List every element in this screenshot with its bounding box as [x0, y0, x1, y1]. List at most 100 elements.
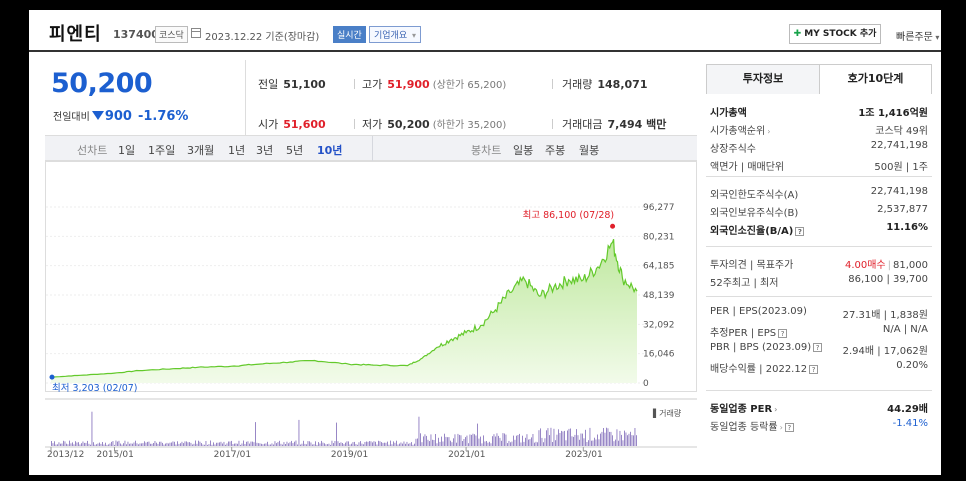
volume-bar: [484, 441, 486, 446]
volume-bar: [261, 443, 262, 446]
volume-bar: [580, 433, 582, 446]
volume-bar: [562, 431, 564, 446]
y-tick-label: 96,277: [643, 203, 675, 213]
volume-bar: [177, 441, 178, 446]
volume-bar: [291, 440, 292, 446]
stock-name: 피엔티: [49, 24, 102, 45]
volume-bar: [90, 444, 91, 446]
volume-bar: [463, 439, 465, 446]
volume-bar: [636, 435, 637, 446]
company-info-button[interactable]: 기업개요 ▾: [369, 26, 422, 43]
info-row: 배당수익률 | 2022.12? 0.20%: [706, 358, 932, 376]
period-1y[interactable]: 1년: [228, 144, 246, 157]
volume-bar: [474, 434, 475, 446]
tab-investment-info[interactable]: 투자정보: [707, 65, 819, 94]
volume-bar: [109, 443, 111, 446]
info-value: 22,741,198: [870, 140, 928, 151]
info-label[interactable]: 동일업종 등락률 ›?: [710, 418, 794, 433]
volume-bar: [225, 444, 226, 446]
volume-bar: [283, 442, 285, 446]
change-amount: 900: [104, 109, 132, 124]
volume-bar: [183, 443, 184, 446]
volume-bar: [70, 443, 72, 446]
period-1w[interactable]: 1주일: [148, 144, 176, 157]
volume-bar: [346, 441, 348, 446]
candle-daily[interactable]: 일봉: [513, 144, 534, 157]
volume-bar: [243, 440, 244, 446]
volume-bar: [223, 441, 225, 446]
quick-order-menu[interactable]: 빠른주문: [896, 28, 939, 43]
info-label[interactable]: 동일업종 PER ›: [710, 400, 777, 415]
volume-bar: [468, 443, 469, 446]
help-icon[interactable]: ?: [778, 329, 788, 338]
volume-bar: [615, 439, 616, 446]
volume-bar: [130, 443, 132, 446]
candle-weekly[interactable]: 주봉: [545, 144, 566, 157]
volume-bar: [499, 437, 501, 446]
help-icon[interactable]: ?: [784, 423, 794, 432]
min-marker: [49, 374, 55, 380]
volume-bar: [415, 438, 417, 446]
help-icon[interactable]: ?: [795, 227, 805, 236]
period-bar: 선차트 1일 1주일 3개월 1년 3년 5년 10년 봉차트 일봉 주봉 월봉: [45, 135, 697, 161]
info-label[interactable]: 시가총액순위 ›: [710, 122, 770, 137]
volume-bar: [367, 441, 369, 446]
volume-bar: [609, 431, 610, 446]
volume-bar: [354, 441, 355, 446]
period-10y[interactable]: 10년: [317, 144, 343, 157]
period-3y[interactable]: 3년: [256, 144, 274, 157]
info-label-text: 투자의견 | 목표주가: [710, 260, 794, 271]
volume-bar: [441, 436, 442, 446]
volume-bar: [294, 441, 295, 446]
high-value: 51,900: [387, 78, 430, 91]
add-mystock-button[interactable]: ✚ MY STOCK 추가: [789, 24, 881, 44]
volume-bar: [582, 433, 583, 446]
volume-bar: [405, 443, 406, 446]
x-tick-label: 2017/01: [214, 450, 251, 460]
open-label: 시가: [258, 118, 279, 131]
info-label-text: 상장주식수: [710, 144, 756, 155]
volume-bar: [388, 444, 390, 446]
period-3m[interactable]: 3개월: [187, 144, 215, 157]
info-label-text: PBR | BPS (2023.09): [710, 342, 812, 353]
volume-bar: [184, 441, 186, 446]
volume-bar: [568, 428, 570, 446]
volume-bar: [349, 444, 351, 446]
volume-bar: [310, 442, 312, 446]
volume-bar: [91, 411, 93, 446]
period-1d[interactable]: 1일: [118, 144, 136, 157]
volume-bar: [327, 444, 328, 446]
info-row: 52주최고 | 최저 86,100 | 39,700: [706, 272, 932, 290]
tab-orderbook[interactable]: 호가10단계: [819, 65, 931, 94]
volume-bar: [87, 440, 88, 446]
help-icon[interactable]: ?: [813, 343, 823, 352]
volume-bar: [304, 443, 306, 446]
volume-bar: [622, 440, 624, 446]
period-5y[interactable]: 5년: [286, 144, 304, 157]
volume-bar: [196, 443, 198, 446]
volume-bar: [618, 440, 619, 446]
volume-bar: [525, 437, 526, 446]
volume-bar: [513, 435, 514, 446]
volume-bar: [211, 444, 213, 446]
volume-bar: [135, 440, 136, 446]
volume-bar: [412, 444, 414, 446]
volume-bar: [102, 442, 103, 446]
volume-bar: [504, 433, 505, 446]
volume-bar: [400, 442, 402, 446]
volume-bar: [217, 442, 219, 446]
candle-monthly[interactable]: 월봉: [579, 144, 600, 157]
info-label-text: PER | EPS(2023.09): [710, 306, 807, 317]
help-icon[interactable]: ?: [809, 365, 819, 374]
volume-bar: [108, 444, 109, 446]
amount-label: 거래대금: [562, 118, 603, 131]
price-chart[interactable]: 96,277 80,231 64,185 48,139 32,092 16,046 0 최고 …: [45, 161, 697, 471]
info-value: -1.41%: [892, 418, 928, 429]
info-tabs: 투자정보 호가10단계: [706, 64, 932, 94]
volume-value: 148,071: [597, 78, 648, 91]
realtime-badge[interactable]: 실시간: [333, 26, 366, 43]
volume-label: 거래량: [562, 78, 593, 91]
company-info-label: 기업개요: [374, 31, 408, 41]
volume-bar: [379, 441, 381, 446]
info-value: 11.16%: [886, 222, 928, 233]
